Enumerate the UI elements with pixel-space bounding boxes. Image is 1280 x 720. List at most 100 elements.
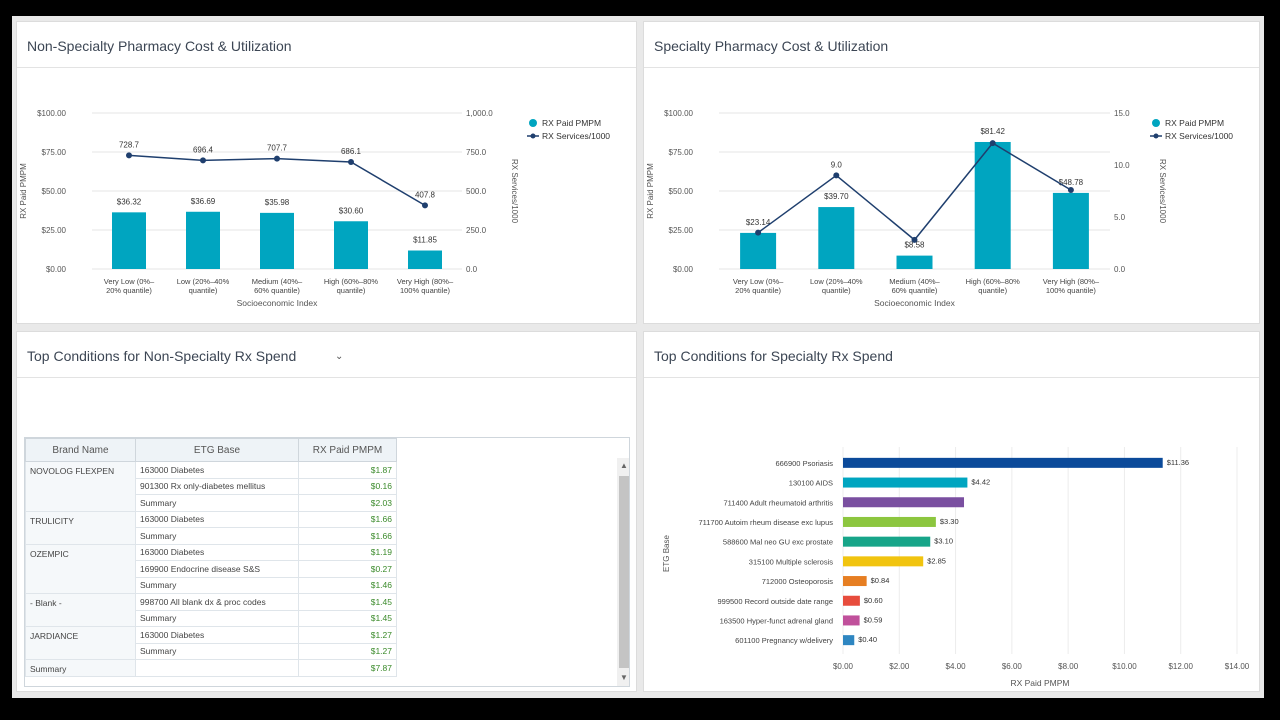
conditions-table: Brand Name ETG Base RX Paid PMPM NOVOLOG… xyxy=(25,438,397,677)
y2-axis-label: RX Services/1000 xyxy=(510,159,519,224)
line-point xyxy=(422,202,428,209)
bar xyxy=(843,516,936,527)
legend-label: RX Services/1000 xyxy=(542,131,610,141)
brand-cell: - Blank - xyxy=(25,593,136,627)
paid-cell: $2.03 xyxy=(298,494,397,512)
bar xyxy=(843,477,968,488)
bar xyxy=(740,232,777,269)
line-point xyxy=(911,236,918,243)
line-point xyxy=(274,155,280,162)
panel-title: Specialty Pharmacy Cost & Utilization xyxy=(654,38,889,54)
legend-marker-point xyxy=(530,133,536,139)
x-axis-label: RX Paid PMPM xyxy=(1010,678,1069,688)
y-tick-label: $25.00 xyxy=(42,226,67,235)
scroll-up-icon[interactable]: ▲ xyxy=(620,461,628,470)
panel-title: Non-Specialty Pharmacy Cost & Utilizatio… xyxy=(27,38,292,54)
bar xyxy=(843,556,924,567)
etg-cell: 901300 Rx only-diabetes mellitus xyxy=(135,477,299,495)
x-tick-label: $6.00 xyxy=(1002,662,1023,671)
table-row[interactable]: TRULICITY 163000 Diabetes $1.66 xyxy=(25,510,397,545)
panel-title: Top Conditions for Specialty Rx Spend xyxy=(654,348,893,364)
table-row[interactable]: Summary $1.66 xyxy=(26,527,397,545)
y-tick-label: $50.00 xyxy=(42,187,67,196)
etg-cell: 169900 Endocrine disease S&S xyxy=(135,560,299,578)
paid-cell: $0.27 xyxy=(298,560,397,578)
bar xyxy=(843,497,965,508)
scroll-down-icon[interactable]: ▼ xyxy=(620,673,628,682)
x-tick-label: Low (20%–40% xyxy=(177,277,230,286)
legend-label: RX Services/1000 xyxy=(1165,131,1233,141)
y-tick-label: $75.00 xyxy=(42,148,67,157)
chevron-down-icon[interactable]: ⌄ xyxy=(335,351,344,362)
x-tick-label: High (60%–80% xyxy=(966,277,1021,286)
etg-cell: Summary xyxy=(135,576,299,594)
paid-cell: $1.46 xyxy=(298,576,397,594)
specialty-combo-chart: $0.00 $25.00 $50.00 $75.00 $100.00 0.0 5.0 10.0… xyxy=(646,109,1233,308)
x-tick-label: quantile) xyxy=(978,286,1007,295)
etg-cell: Summary xyxy=(135,527,299,545)
y-tick-label: $25.00 xyxy=(669,226,694,235)
bar-data-label: $8.58 xyxy=(904,241,925,250)
x-tick-label: Medium (40%– xyxy=(889,277,940,286)
y-axis-label: ETG Base xyxy=(662,535,671,572)
x-tick-label: 20% quantile) xyxy=(106,286,152,295)
y-tick-label: $100.00 xyxy=(37,109,66,118)
x-tick-label: Very Low (0%– xyxy=(104,277,155,286)
x-tick-label: quantile) xyxy=(189,286,218,295)
bar-data-label: $4.42 xyxy=(971,478,990,487)
paid-cell: $1.45 xyxy=(298,609,397,627)
table-row[interactable]: JARDIANCE 163000 Diabetes $1.27 xyxy=(25,626,397,660)
bar xyxy=(1052,192,1089,269)
bar-data-label: $48.78 xyxy=(1059,178,1084,187)
x-tick-label: $0.00 xyxy=(833,662,854,671)
x-tick-label: Low (20%–40% xyxy=(810,277,863,286)
y2-tick-label: 750.0 xyxy=(466,148,487,157)
grand-total-label: Summary xyxy=(25,659,136,677)
column-header-etg[interactable]: ETG Base xyxy=(135,438,299,462)
y-tick-label: 130100 AIDS xyxy=(789,479,833,488)
column-header-paid[interactable]: RX Paid PMPM xyxy=(298,438,397,462)
vertical-scrollbar[interactable]: ▲ ▼ xyxy=(617,458,629,686)
x-tick-label: $12.00 xyxy=(1168,662,1193,671)
y2-tick-label: 1,000.0 xyxy=(466,109,493,118)
x-tick-label: $4.00 xyxy=(946,662,967,671)
table-row[interactable]: - Blank -998700 All blank dx & proc code… xyxy=(25,593,397,627)
panel-header: Top Conditions for Specialty Rx Spend xyxy=(644,332,1259,378)
y2-tick-label: 0.0 xyxy=(466,265,478,274)
specialty-conditions-panel: Top Conditions for Specialty Rx Spend $0… xyxy=(643,331,1260,692)
x-tick-label: $2.00 xyxy=(889,662,910,671)
etg-cell: 163000 Diabetes xyxy=(135,461,299,479)
y2-tick-label: 10.0 xyxy=(1114,161,1130,170)
table-row[interactable]: NOVOLOG FLEXPEN 163000 Diabetes $1.87 xyxy=(25,461,397,512)
y2-tick-label: 0.0 xyxy=(1114,265,1126,274)
bar-data-label: $2.85 xyxy=(927,556,946,565)
y-tick-label: 712000 Osteoporosis xyxy=(762,577,834,586)
brand-cell: NOVOLOG FLEXPEN xyxy=(25,461,136,512)
table-row[interactable]: 169900 Endocrine disease S&S $0.27 xyxy=(26,560,397,578)
etg-cell: 998700 All blank dx & proc codes xyxy=(135,593,299,611)
x-tick-label: $14.00 xyxy=(1225,662,1250,671)
column-header-brand[interactable]: Brand Name xyxy=(25,438,136,462)
scrollbar-thumb[interactable] xyxy=(619,476,629,668)
bar-data-label: $3.10 xyxy=(934,537,953,546)
bar xyxy=(408,250,442,269)
paid-cell: $1.19 xyxy=(298,543,397,561)
etg-cell: Summary xyxy=(135,494,299,512)
x-axis-label: Socioeconomic Index xyxy=(237,298,319,308)
dashboard: Non-Specialty Pharmacy Cost & Utilizatio… xyxy=(12,16,1264,698)
x-tick-label: 20% quantile) xyxy=(735,286,781,295)
etg-cell: 163000 Diabetes xyxy=(135,543,299,561)
x-axis-label: Socioeconomic Index xyxy=(874,298,956,308)
etg-cell: 163000 Diabetes xyxy=(135,626,299,644)
y2-tick-label: 5.0 xyxy=(1114,213,1126,222)
conditions-table-container: Brand Name ETG Base RX Paid PMPM NOVOLOG… xyxy=(24,437,630,687)
nonspecialty-combo-chart: $0.00 $25.00 $50.00 $75.00 $100.00 0.0 250.0 50… xyxy=(19,109,610,308)
bar-data-label: $39.70 xyxy=(824,192,849,201)
x-tick-label: Medium (40%– xyxy=(252,277,303,286)
y-tick-label: $100.00 xyxy=(664,109,693,118)
paid-cell: $1.66 xyxy=(298,510,397,528)
y-tick-label: $0.00 xyxy=(46,265,67,274)
table-row[interactable]: Summary $1.27 xyxy=(26,642,397,660)
line-point xyxy=(755,229,762,236)
table-row[interactable]: OZEMPIC 163000 Diabetes $1.19 xyxy=(25,543,397,594)
